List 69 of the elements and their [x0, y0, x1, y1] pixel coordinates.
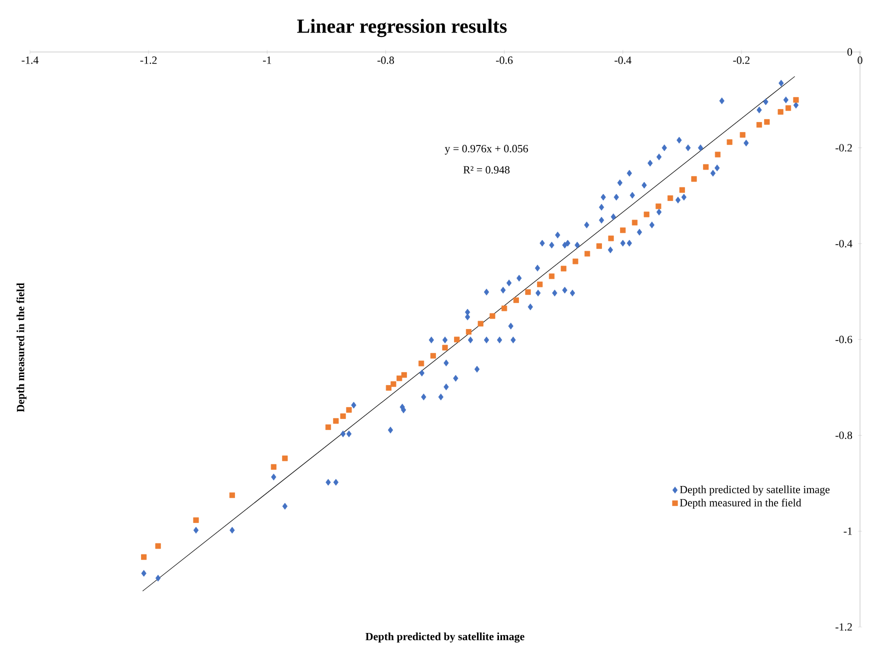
legend-label: Depth measured in the field [680, 498, 802, 509]
x-tick-label: -0.8 [377, 56, 394, 64]
point [430, 353, 436, 359]
x-tick-label: -0.6 [496, 56, 513, 64]
point [584, 250, 590, 257]
annotation: y = 0.976x + 0.056 [444, 144, 528, 155]
y-tick-label: 0 [847, 48, 852, 56]
y-tick-label: -0.6 [836, 336, 852, 344]
point [454, 336, 460, 342]
point [703, 164, 709, 170]
point [490, 313, 496, 319]
y-axis-title: Depth measured in the field [16, 282, 26, 412]
point [333, 418, 339, 424]
point [513, 297, 519, 303]
point [740, 132, 746, 138]
y-tick-label: -1 [844, 528, 852, 535]
y-tick-label: -0.4 [836, 240, 852, 248]
point [390, 381, 396, 387]
point [155, 543, 161, 549]
point [620, 227, 626, 234]
point [764, 119, 770, 125]
point [525, 289, 531, 295]
point [478, 320, 484, 326]
chart-title: Linear regression results [297, 18, 507, 38]
point [572, 258, 578, 264]
point [756, 122, 762, 128]
point [793, 97, 799, 103]
point [141, 554, 147, 560]
y-tick-label: -1.2 [836, 623, 852, 631]
x-tick-label: -1.4 [22, 56, 39, 64]
point [282, 456, 288, 462]
point [386, 385, 392, 391]
point [632, 220, 638, 226]
point [644, 212, 650, 218]
x-tick-label: 0 [858, 56, 862, 64]
point [340, 413, 346, 419]
y-tick-label: -0.2 [836, 144, 852, 152]
point [502, 306, 508, 312]
legend-label: Depth predicted by satellite image [680, 486, 830, 496]
x-tick-label: -0.4 [614, 56, 632, 64]
point [229, 492, 235, 498]
point [668, 195, 674, 201]
point [537, 282, 543, 288]
annotation: R² = 0.948 [463, 166, 510, 174]
point [608, 236, 614, 242]
x-tick-label: -1.2 [140, 56, 157, 64]
point [466, 329, 472, 335]
point [418, 360, 424, 366]
point [778, 109, 784, 115]
point [346, 407, 352, 413]
point [679, 187, 685, 193]
point [442, 344, 448, 350]
point [726, 139, 732, 145]
point [596, 243, 602, 249]
point [270, 464, 276, 470]
point [714, 152, 721, 158]
point [548, 273, 555, 280]
x-axis-title: Depth predicted by satellite image [366, 632, 524, 643]
point [396, 376, 402, 382]
point [325, 424, 331, 430]
point [691, 176, 697, 182]
point [656, 203, 662, 210]
point [193, 517, 199, 523]
x-tick-label: -1 [262, 56, 272, 64]
y-tick-label: -0.8 [836, 432, 852, 440]
point [560, 266, 566, 272]
point [785, 105, 792, 111]
point [401, 372, 407, 378]
x-tick-label: -0.2 [733, 56, 750, 64]
